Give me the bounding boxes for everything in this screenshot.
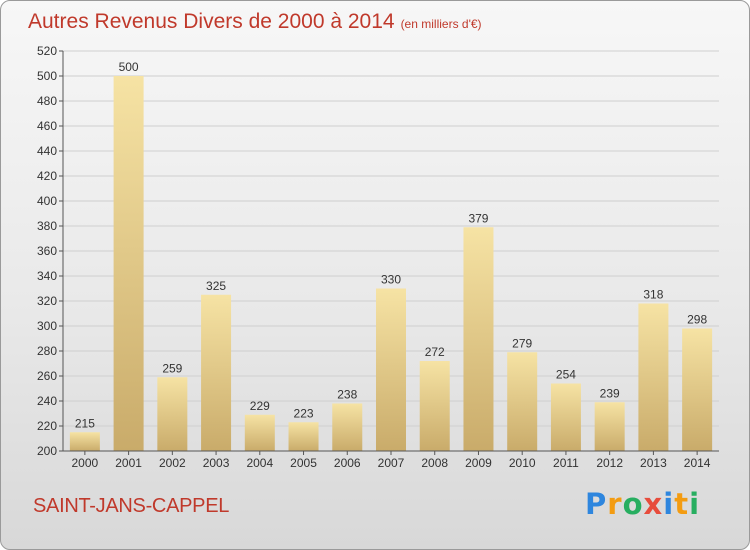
x-tick-label: 2001 [115,456,142,470]
data-label: 223 [294,406,314,420]
x-tick-label: 2008 [421,456,448,470]
bar [550,383,581,451]
chart-unit-note: (en milliers d'€) [400,17,482,31]
proxiti-logo: Proxiti [585,487,700,521]
x-tick-label: 2002 [159,456,186,470]
logo-letter: r [607,487,623,521]
data-label: 318 [643,288,663,302]
y-tick-label: 420 [37,169,57,183]
data-label: 298 [687,313,707,327]
data-label: 379 [468,211,488,225]
data-label: 330 [381,273,401,287]
data-label: 325 [206,279,226,293]
y-tick-label: 480 [37,94,57,108]
x-tick-label: 2013 [640,456,667,470]
bar [638,303,669,451]
chart-title-text: Autres Revenus Divers de 2000 à 2014 [28,10,395,33]
data-label: 254 [556,368,576,382]
x-tick-label: 2004 [246,456,273,470]
data-label: 259 [162,361,182,375]
bar [376,288,406,451]
x-tick-label: 2006 [334,456,361,470]
y-tick-label: 280 [37,344,57,358]
bar [201,294,232,451]
x-tick-label: 2012 [596,456,623,470]
data-label: 500 [119,60,139,74]
bar [113,76,144,451]
y-tick-label: 440 [37,144,57,158]
logo-letter: x [643,487,664,521]
y-tick-label: 380 [37,219,57,233]
logo-letter: o [622,487,644,521]
y-tick-label: 240 [37,394,57,408]
data-label: 238 [337,388,357,402]
data-label: 239 [600,386,620,400]
bar [594,402,625,451]
data-label: 272 [425,345,445,359]
y-tick-label: 300 [37,319,57,333]
bars [69,76,713,451]
x-tick-label: 2010 [509,456,536,470]
bar [332,403,363,451]
bar [507,352,538,451]
y-tick-label: 500 [37,69,57,83]
bar [288,422,319,451]
bar [244,414,275,451]
y-tick-label: 200 [37,444,57,458]
data-label: 229 [250,399,270,413]
y-tick-label: 360 [37,244,57,258]
y-tick-label: 320 [37,294,57,308]
data-label: 215 [75,416,95,430]
x-tick-label: 2011 [553,456,579,470]
x-tick-label: 2014 [684,456,711,470]
bar [463,227,494,451]
x-tick-label: 2000 [72,456,99,470]
y-tick-label: 460 [37,119,57,133]
x-tick-label: 2003 [203,456,230,470]
logo-letter: i [689,487,701,521]
bar [69,432,100,451]
chart-title: Autres Revenus Divers de 2000 à 2014 (en … [28,10,482,34]
y-tick-label: 340 [37,269,57,283]
x-tick-label: 2009 [465,456,492,470]
x-tick-label: 2007 [378,456,405,470]
y-tick-label: 260 [37,369,57,383]
y-tick-label: 520 [37,44,57,58]
y-tick-label: 220 [37,419,57,433]
bar [157,377,188,451]
x-tick-label: 2005 [290,456,317,470]
y-tick-label: 400 [37,194,57,208]
city-name: SAINT-JANS-CAPPEL [33,495,230,517]
logo-letter: t [674,487,690,521]
axes: 200 220 240 260 280 300 320 340 360 380 400 420 440 4… [37,44,719,470]
bar-chart: 200 220 240 260 280 300 320 340 360 380 400 420 440 4… [37,44,719,470]
data-label: 279 [512,336,532,350]
bar [419,361,450,451]
bar [682,328,713,451]
logo-letter: P [585,487,608,521]
logo-letter: i [663,487,675,521]
data-labels: 215 500 259 325 229 223 238 330 272 379 279 254 239 3… [75,60,708,430]
